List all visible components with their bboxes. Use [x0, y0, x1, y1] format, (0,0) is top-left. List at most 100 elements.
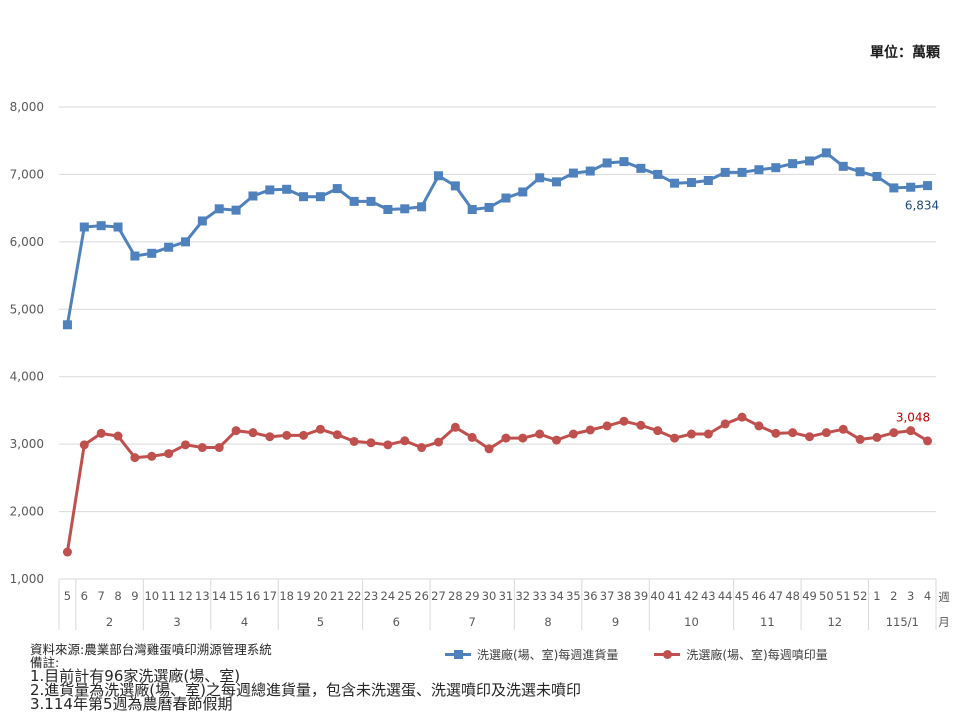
data-point-circle: [467, 432, 477, 442]
data-point-square: [299, 192, 309, 202]
data-point-circle: [248, 428, 258, 438]
x-tick-week: 41: [667, 589, 682, 603]
x-tick-week: 49: [802, 589, 817, 603]
x-tick-week: 39: [634, 589, 649, 603]
data-point-circle: [383, 440, 393, 450]
data-point-circle: [349, 436, 359, 446]
notes: 資料來源:農業部台灣雞蛋噴印溯源管理系統 備註: 1.目前計有96家洗選廠(場、…: [30, 642, 582, 713]
end-value-label-stamped: 3,048: [896, 411, 930, 425]
data-point-square: [788, 159, 798, 169]
data-point-circle: [197, 443, 207, 453]
x-tick-week: 25: [397, 589, 412, 603]
data-point-circle: [872, 432, 882, 442]
series-line: [65, 151, 928, 326]
x-tick-week: 33: [532, 589, 547, 603]
x-tick-week: 31: [499, 589, 514, 603]
x-tick-week: 51: [836, 589, 851, 603]
x-tick-month: 11: [760, 615, 775, 629]
x-tick-month: 9: [612, 615, 619, 629]
x-tick-month: 8: [544, 615, 551, 629]
remark-title: 備註:: [30, 655, 60, 670]
x-tick-week: 35: [566, 589, 581, 603]
x-tick-week: 47: [768, 589, 783, 603]
x-tick-week: 43: [701, 589, 716, 603]
remark-item-2: 2.進貨量為洗選廠(場、室)之每週總進貨量，包含未洗選蛋、洗選噴印及洗選未噴印: [30, 681, 582, 699]
data-point-square: [889, 183, 899, 193]
x-tick-week: 20: [313, 589, 328, 603]
remark-item-3: 3.114年第5週為農曆春節假期: [30, 695, 233, 713]
data-point-square: [450, 181, 460, 191]
data-point-circle: [838, 424, 848, 434]
data-point-circle: [484, 444, 494, 454]
x-tick-week: 18: [279, 589, 294, 603]
data-point-square: [653, 169, 663, 179]
x-tick-month: 7: [469, 615, 476, 629]
x-tick-week: 40: [650, 589, 665, 603]
data-point-square: [923, 181, 933, 191]
data-point-square: [821, 148, 831, 158]
x-tick-month: 2: [106, 615, 113, 629]
x-tick-week: 1: [873, 589, 880, 603]
data-point-square: [805, 156, 815, 166]
data-point-circle: [282, 430, 292, 440]
data-point-circle: [602, 421, 612, 431]
data-point-circle: [568, 429, 578, 439]
data-point-circle: [147, 451, 157, 461]
unit-label: 單位：萬顆: [870, 45, 940, 61]
legend-label-intake: 洗選廠(場、室)每週進貨量: [477, 648, 619, 662]
x-tick-month: 12: [827, 615, 842, 629]
y-tick-label: 2,000: [10, 505, 44, 519]
legend-label-stamped: 洗選廠(場、室)每週噴印量: [686, 648, 828, 662]
data-point-circle: [450, 422, 460, 432]
data-point-square: [467, 204, 477, 214]
x-tick-week: 9: [131, 589, 138, 603]
data-point-square: [366, 196, 376, 206]
data-point-square: [96, 221, 106, 231]
data-point-circle: [265, 432, 275, 442]
data-point-circle: [214, 443, 224, 453]
line-chart: 1,000 2,000 3,000 4,000 5,000 6,000 7,000 8,000…: [10, 100, 950, 630]
data-point-circle: [164, 449, 174, 459]
data-point-square: [552, 177, 562, 187]
x-tick-week: 6: [81, 589, 88, 603]
data-point-square: [433, 171, 443, 181]
x-tick-month: 10: [684, 615, 699, 629]
x-tick-week: 46: [752, 589, 767, 603]
data-point-square: [686, 178, 696, 188]
x-tick-week: 10: [144, 589, 159, 603]
x-tick-week: 30: [482, 589, 497, 603]
x-axis-week-label: 週: [938, 590, 950, 604]
x-tick-week: 2: [890, 589, 897, 603]
data-point-square: [906, 182, 916, 192]
x-tick-month: 3: [173, 615, 180, 629]
data-point-circle: [771, 428, 781, 438]
source-note: 資料來源:農業部台灣雞蛋噴印溯源管理系統: [30, 642, 272, 657]
data-point-circle: [585, 425, 595, 435]
x-tick-week: 22: [347, 589, 362, 603]
data-point-square: [602, 158, 612, 168]
y-tick-label: 7,000: [10, 167, 44, 181]
remark-item-1: 1.目前計有96家洗選廠(場、室): [30, 667, 241, 685]
x-tick-week: 4: [924, 589, 931, 603]
data-point-circle: [180, 440, 190, 450]
data-point-square: [164, 242, 174, 252]
data-point-circle: [433, 437, 443, 447]
data-point-circle: [923, 436, 933, 446]
y-tick-label: 3,000: [10, 437, 44, 451]
data-point-square: [720, 167, 730, 177]
x-tick-month: 4: [241, 615, 248, 629]
data-point-circle: [619, 416, 629, 426]
x-tick-week: 21: [330, 589, 345, 603]
data-point-square: [130, 251, 140, 261]
y-axis: 1,000 2,000 3,000 4,000 5,000 6,000 7,000 8,000: [10, 100, 44, 586]
x-tick-week: 36: [583, 589, 598, 603]
data-point-circle: [96, 428, 106, 438]
data-point-square: [501, 193, 511, 203]
x-axis: 5 6 7 8 9 10 11 12 13 14 15 16 17 18 19 20 21 22 23 24 25 26 2…: [58, 578, 950, 630]
x-tick-week: 27: [431, 589, 446, 603]
data-point-square: [872, 171, 882, 181]
y-tick-label: 5,000: [10, 302, 44, 316]
data-point-circle: [703, 429, 713, 439]
data-point-square: [79, 222, 89, 232]
data-point-square: [197, 216, 207, 226]
